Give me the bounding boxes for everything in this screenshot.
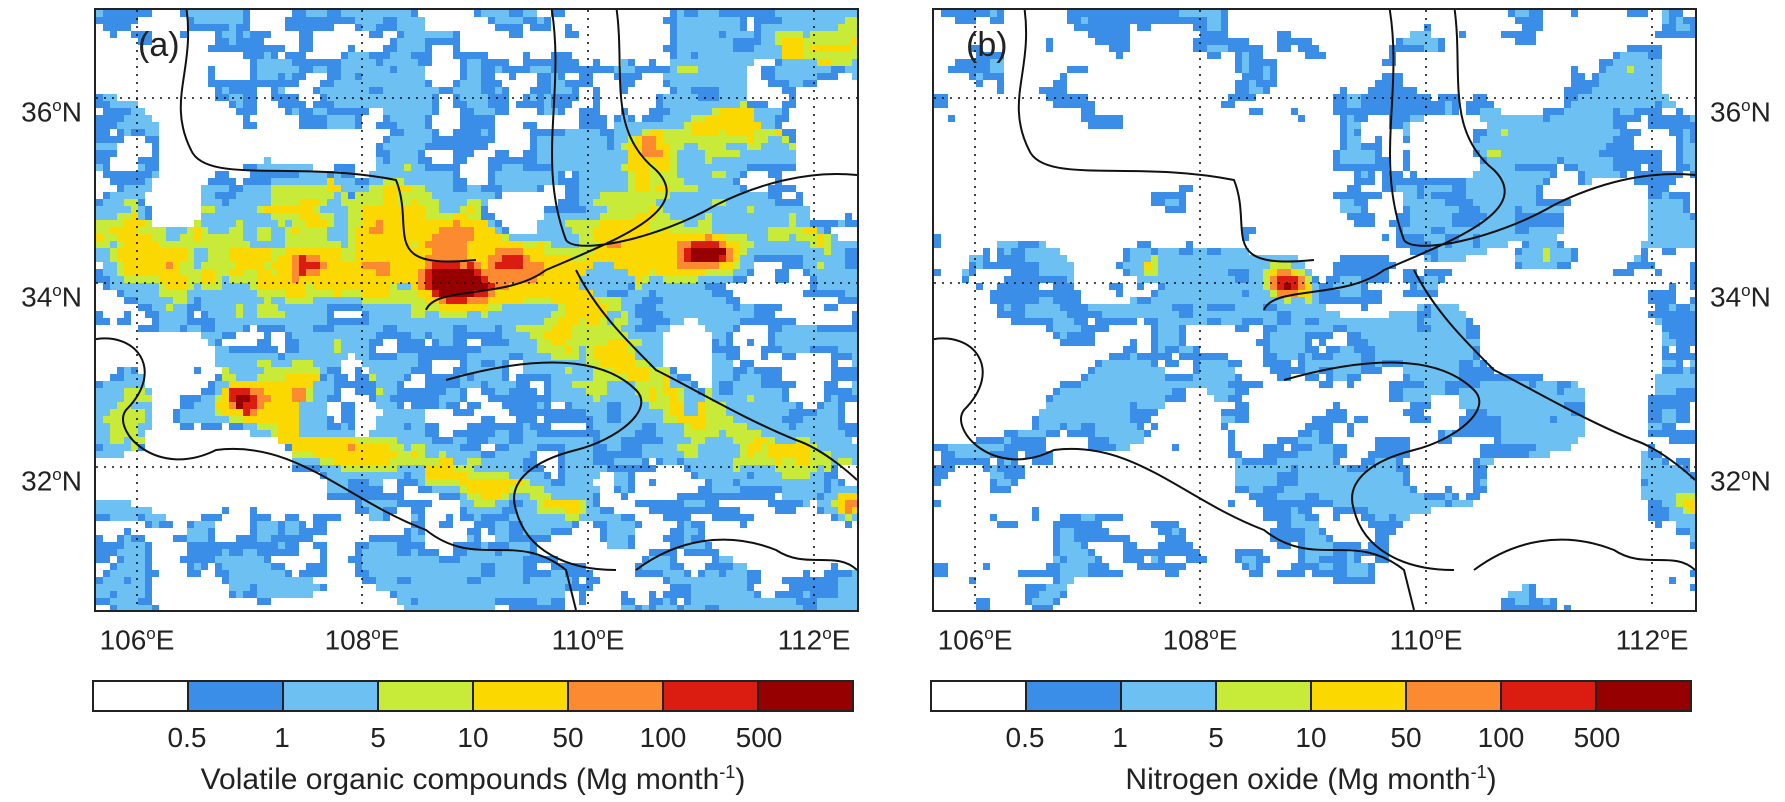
- province-boundaries: [96, 10, 857, 610]
- colorbar-tick: 500: [1573, 722, 1621, 753]
- emission-map-nox: [934, 10, 1695, 610]
- colorbar-swatch: [569, 682, 664, 710]
- lat-label-36: 36oN: [1710, 96, 1771, 128]
- colorbar-tick: 0.5: [1005, 722, 1045, 753]
- colorbar-swatch: [1502, 682, 1597, 710]
- colorbar-tick: 5: [1208, 722, 1224, 753]
- map-frame: [932, 8, 1697, 612]
- emission-grid: [934, 10, 1695, 610]
- lat-label-34: 34oN: [21, 281, 82, 313]
- lon-label-106: 106oE: [99, 624, 175, 656]
- lon-label-112: 112oE: [1615, 624, 1689, 656]
- map-panel-vocs: (a) 36oN 34oN 32oN 106oE 108oE 110oE 112…: [0, 0, 870, 802]
- lon-label-110: 110oE: [1389, 624, 1463, 656]
- panel-label: (b): [966, 26, 1008, 64]
- colorbar-title: Volatile organic compounds (Mg month-1): [200, 762, 746, 796]
- lat-label-34: 34oN: [1710, 281, 1771, 313]
- panel-label: (a): [138, 26, 180, 64]
- colorbar-tick: 1: [1112, 722, 1128, 753]
- colorbar-swatch: [94, 682, 189, 710]
- province-boundaries: [934, 10, 1695, 610]
- colorbar-swatch: [759, 682, 852, 710]
- colorbar-swatch: [664, 682, 759, 710]
- colorbar-swatch: [1407, 682, 1502, 710]
- colorbar-swatch: [1217, 682, 1312, 710]
- map-frame: [94, 8, 859, 612]
- colorbar: [92, 680, 854, 712]
- colorbar-swatch: [379, 682, 474, 710]
- colorbar-tick: 500: [735, 722, 783, 753]
- lon-label-108: 108oE: [324, 624, 400, 656]
- emission-grid: [96, 10, 857, 610]
- emission-map-vocs: [96, 10, 857, 610]
- lat-label-32: 32oN: [1710, 465, 1771, 497]
- colorbar-swatch: [1122, 682, 1217, 710]
- colorbar-swatch: [1312, 682, 1407, 710]
- colorbar: [930, 680, 1692, 712]
- lon-label-108: 108oE: [1162, 624, 1238, 656]
- colorbar-tick: 100: [639, 722, 687, 753]
- colorbar-tick: 1: [274, 722, 290, 753]
- colorbar-swatch: [474, 682, 569, 710]
- map-panel-nox: (b) 36oN 34oN 32oN 106oE 108oE 110oE 112…: [870, 0, 1771, 802]
- lon-label-110: 110oE: [551, 624, 625, 656]
- colorbar-swatch: [932, 682, 1027, 710]
- lat-label-32: 32oN: [21, 465, 82, 497]
- lat-label-36: 36oN: [21, 96, 82, 128]
- colorbar-tick: 10: [457, 722, 489, 753]
- colorbar-swatch: [1027, 682, 1122, 710]
- colorbar-tick: 50: [552, 722, 584, 753]
- colorbar-swatch: [284, 682, 379, 710]
- colorbar-tick: 100: [1477, 722, 1525, 753]
- colorbar-tick: 10: [1295, 722, 1327, 753]
- lon-label-106: 106oE: [937, 624, 1013, 656]
- colorbar-tick: 0.5: [167, 722, 207, 753]
- colorbar-title: Nitrogen oxide (Mg month-1): [1125, 762, 1497, 796]
- colorbar-swatch: [189, 682, 284, 710]
- lon-label-112: 112oE: [777, 624, 851, 656]
- colorbar-tick: 50: [1390, 722, 1422, 753]
- colorbar-swatch: [1597, 682, 1690, 710]
- colorbar-tick: 5: [370, 722, 386, 753]
